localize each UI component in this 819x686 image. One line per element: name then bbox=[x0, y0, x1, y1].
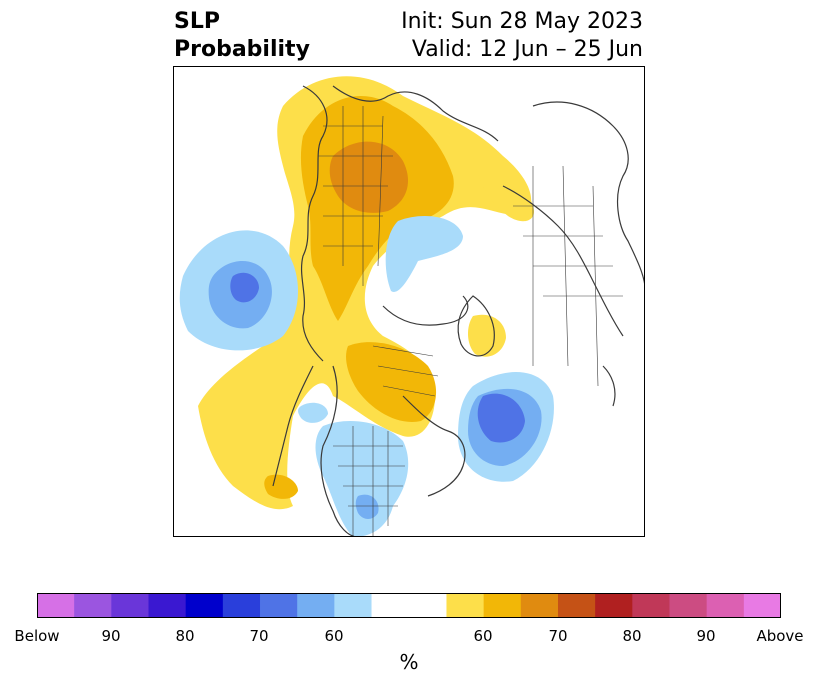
colorbar-tick-label: 60 bbox=[473, 627, 493, 645]
colorbar-cell bbox=[37, 593, 75, 618]
colorbar-tick-label: 90 bbox=[101, 627, 121, 645]
colorbar-tick-label: 80 bbox=[622, 627, 642, 645]
colorbar-cell bbox=[669, 593, 708, 618]
title-line-1: SLP bbox=[174, 9, 220, 34]
above-shade-dark bbox=[329, 141, 408, 213]
title-line-2: Probability bbox=[174, 37, 310, 62]
colorbar-unit-label: % bbox=[399, 650, 419, 674]
coast-asia-inner bbox=[502, 185, 624, 337]
colorbar-cell bbox=[260, 593, 298, 618]
below-shade-us bbox=[315, 421, 409, 537]
coast-greenland bbox=[457, 295, 495, 357]
below-shade-pacific-small bbox=[298, 402, 328, 423]
colorbar-cell bbox=[483, 593, 522, 618]
below-shade-arctic bbox=[385, 216, 463, 292]
colorbar-cell bbox=[371, 593, 447, 618]
coast-alaska bbox=[272, 365, 314, 487]
below-shade-west-dark bbox=[230, 272, 259, 303]
probability-map bbox=[173, 66, 645, 537]
colorbar-cell bbox=[297, 593, 335, 618]
colorbar-tick-label: 70 bbox=[548, 627, 568, 645]
country-borders bbox=[318, 106, 623, 537]
above-shade-pacific bbox=[264, 474, 298, 499]
coast-northamerica bbox=[320, 365, 359, 537]
colorbar-cell bbox=[595, 593, 633, 618]
colorbar-cell bbox=[148, 593, 187, 618]
coast-us-east bbox=[402, 395, 466, 497]
colorbar-cell bbox=[632, 593, 670, 618]
colorbar-tick-label: 90 bbox=[696, 627, 716, 645]
below-normal-regions bbox=[179, 216, 554, 537]
colorbar-tick-label: 70 bbox=[249, 627, 269, 645]
coast-northsea bbox=[332, 85, 499, 142]
coast-japan bbox=[602, 365, 616, 407]
above-shade-canada bbox=[346, 342, 437, 422]
colorbar-cell bbox=[74, 593, 112, 618]
colorbar-cell bbox=[185, 593, 224, 618]
colorbar-cell bbox=[520, 593, 559, 618]
colorbar-tick-label: Below bbox=[14, 627, 60, 645]
init-date: Init: Sun 28 May 2023 bbox=[401, 9, 643, 34]
below-shade-east-dark bbox=[477, 393, 525, 443]
above-normal-regions bbox=[198, 76, 534, 510]
coastlines bbox=[272, 85, 645, 537]
colorbar-tick-label: Above bbox=[756, 627, 804, 645]
coast-arctic-ocean bbox=[382, 295, 469, 326]
coast-eurasia bbox=[300, 85, 328, 362]
valid-range: Valid: 12 Jun – 25 Jun bbox=[411, 37, 643, 62]
colorbar-cell bbox=[446, 593, 485, 618]
colorbar-cell bbox=[706, 593, 745, 618]
above-shade-arctic bbox=[467, 314, 506, 357]
colorbar-cell bbox=[111, 593, 150, 618]
colorbar-cell bbox=[743, 593, 781, 618]
coast-asia-east bbox=[532, 101, 645, 287]
above-shade-siberia bbox=[473, 155, 534, 222]
colorbar bbox=[37, 593, 781, 618]
colorbar-cell bbox=[334, 593, 373, 618]
map-border bbox=[173, 66, 645, 537]
date-info: Init: Sun 28 May 2023 Valid: 12 Jun – 25… bbox=[401, 8, 643, 64]
colorbar-cell bbox=[557, 593, 596, 618]
map-title: SLP Probability bbox=[174, 8, 310, 64]
colorbar-tick-label: 80 bbox=[175, 627, 195, 645]
colorbar-tick-label: 60 bbox=[324, 627, 344, 645]
colorbar-cell bbox=[222, 593, 261, 618]
